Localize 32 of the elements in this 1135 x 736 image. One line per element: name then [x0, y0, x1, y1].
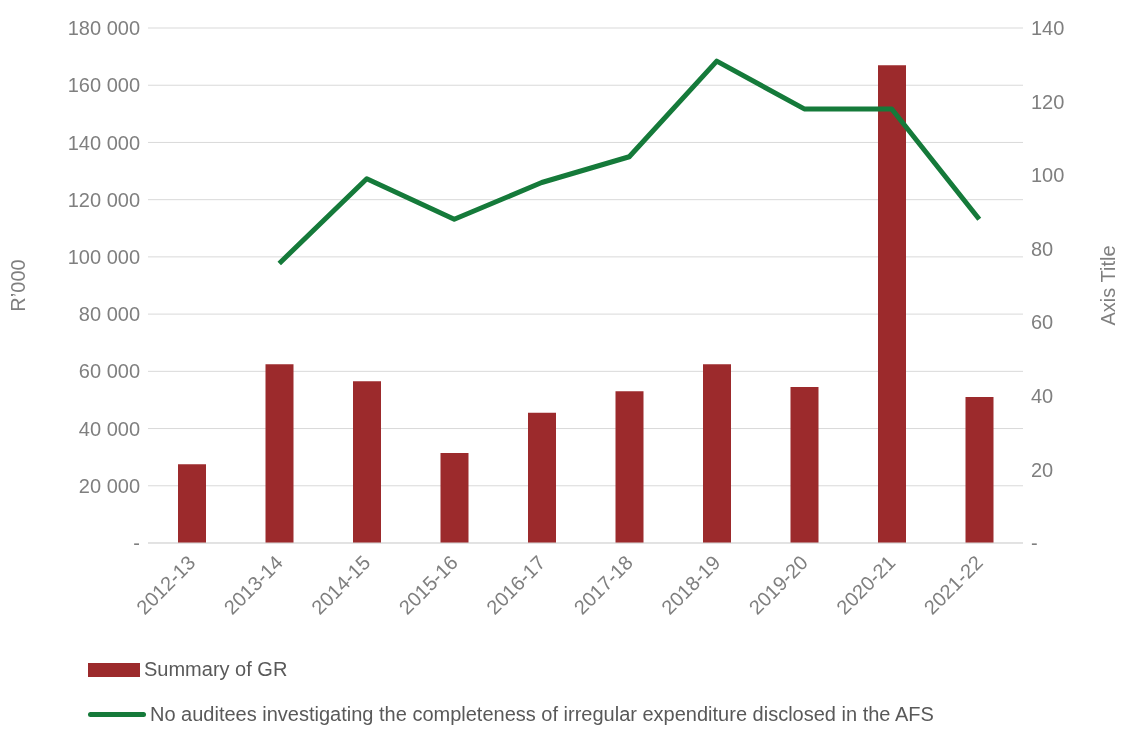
y2-tick-label: 120: [1031, 90, 1065, 113]
y2-axis-title: Axis Title: [1097, 245, 1120, 326]
legend-label: No auditees investigating the completeness of irregular expenditure disclosed in the AFS: [150, 703, 934, 726]
y-tick-label: 60 000: [78, 360, 140, 383]
bar: [265, 364, 294, 543]
bar: [790, 387, 819, 543]
y-tick-label: 120 000: [67, 188, 140, 211]
y-tick-label: 160 000: [67, 74, 140, 97]
bar: [440, 452, 469, 543]
bar: [528, 412, 556, 543]
bar: [178, 464, 206, 543]
y-axis-title: R’000: [7, 259, 30, 312]
y-tick-label: 80 000: [78, 303, 140, 326]
y-tick-label: -: [133, 532, 140, 555]
y-tick-label: 40 000: [78, 417, 140, 440]
y-tick-label: 180 000: [67, 17, 140, 40]
y2-tick-label: -: [1031, 532, 1038, 555]
y2-tick-label: 140: [1031, 17, 1065, 40]
y2-tick-label: 100: [1031, 164, 1065, 187]
y2-tick-label: 80: [1031, 237, 1054, 260]
y2-tick-label: 20: [1031, 458, 1054, 481]
y-tick-label: 20 000: [78, 474, 140, 497]
bar: [878, 65, 906, 543]
y2-tick-label: 40: [1031, 384, 1054, 407]
bar: [703, 364, 731, 543]
bar: [615, 391, 644, 543]
legend-label: Summary of GR: [144, 658, 288, 681]
y2-tick-label: 60: [1031, 311, 1054, 334]
y-tick-label: 140 000: [67, 131, 140, 154]
bar: [353, 381, 381, 543]
y-tick-label: 100 000: [67, 245, 140, 268]
bar: [965, 397, 994, 543]
